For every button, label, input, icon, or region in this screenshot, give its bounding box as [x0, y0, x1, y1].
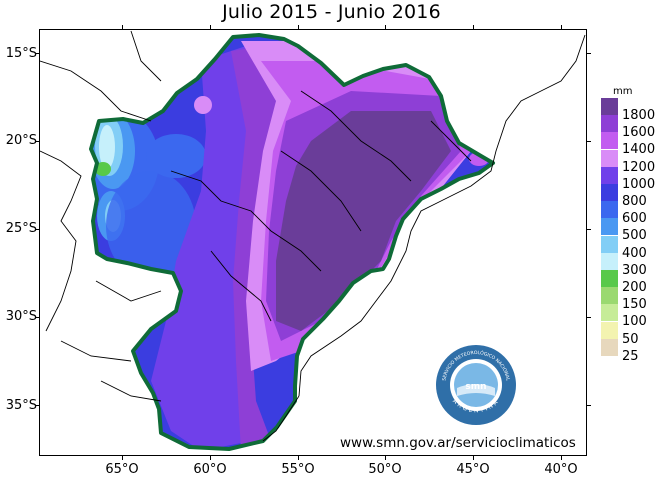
legend-label: 1000	[622, 176, 656, 192]
lat-tick	[587, 141, 591, 142]
legend-swatch	[601, 287, 618, 305]
legend-label: 100	[622, 314, 647, 330]
lat-tick	[587, 53, 591, 54]
lon-label-65o: 65°O	[105, 462, 139, 477]
lon-tick	[210, 456, 211, 460]
lat-tick	[35, 317, 39, 318]
lon-tick	[385, 456, 386, 460]
lon-tick	[298, 456, 299, 460]
legend-swatch	[601, 321, 618, 339]
lat-tick	[35, 405, 39, 406]
logo-center-text: smn	[465, 382, 486, 392]
basin-outline	[89, 33, 495, 451]
legend-label: 400	[622, 245, 647, 261]
lon-label-50o: 50°O	[368, 462, 402, 477]
lat-tick	[587, 229, 591, 230]
legend-label: 800	[622, 194, 647, 209]
legend-label: 150	[622, 297, 647, 313]
precipitation-field	[91, 35, 493, 449]
lat-tick	[35, 53, 39, 54]
lat-label-20s: 20°S	[5, 133, 37, 148]
legend-swatch	[601, 201, 618, 219]
lat-label-25s: 25°S	[5, 221, 37, 236]
legend-label: 600	[622, 211, 647, 227]
lat-label-30s: 30°S	[5, 309, 37, 324]
website-url: www.smn.gov.ar/servicioclimaticos	[340, 435, 576, 451]
lat-tick	[35, 141, 39, 142]
lon-label-45o: 45°O	[456, 462, 490, 477]
legend-label: 1200	[622, 159, 656, 175]
legend-label: 300	[622, 262, 647, 278]
lat-label-35s: 35°S	[5, 398, 37, 413]
legend-unit: mm	[613, 86, 633, 97]
political-boundaries	[40, 30, 586, 442]
legend-label: 25	[622, 348, 639, 364]
lat-label-15s: 15°S	[5, 46, 37, 61]
legend-label: 1400	[622, 142, 656, 158]
legend-label: 500	[622, 228, 647, 244]
lat-tick	[35, 229, 39, 230]
lon-tick	[473, 456, 474, 460]
legend-swatch	[601, 149, 618, 167]
lat-tick	[587, 317, 591, 318]
lon-tick	[385, 25, 386, 29]
lon-label-60o: 60°O	[193, 462, 227, 477]
legend-label: 1800	[622, 108, 656, 123]
lon-tick	[122, 25, 123, 29]
legend-swatch	[601, 304, 618, 322]
lon-tick	[210, 25, 211, 29]
lon-label-55o: 55°O	[281, 462, 315, 477]
legend-swatch	[601, 270, 618, 287]
lon-tick	[122, 456, 123, 460]
lon-tick	[473, 25, 474, 29]
map-svg	[40, 30, 586, 451]
legend-swatch	[601, 166, 618, 184]
legend-label: 200	[622, 280, 647, 295]
legend-swatch	[601, 132, 618, 150]
lat-tick	[587, 405, 591, 406]
legend-swatch	[601, 184, 618, 201]
legend-swatch	[601, 235, 618, 253]
lon-tick	[561, 25, 562, 29]
lon-tick	[298, 25, 299, 29]
legend-swatch	[601, 218, 618, 236]
smn-logo: smn SERVICIO METEOROLÓGICO NACIONAL ARGE…	[435, 344, 517, 426]
map-title: Julio 2015 - Junio 2016	[222, 1, 441, 23]
legend-label: 50	[622, 331, 639, 347]
lon-tick	[561, 456, 562, 460]
legend-swatch	[601, 115, 618, 133]
legend-swatch	[601, 98, 618, 115]
lon-label-40o: 40°O	[544, 462, 578, 477]
legend-swatch	[601, 338, 618, 356]
legend-swatch	[601, 252, 618, 270]
precipitation-map	[39, 29, 587, 456]
legend-label: 1600	[622, 125, 656, 141]
